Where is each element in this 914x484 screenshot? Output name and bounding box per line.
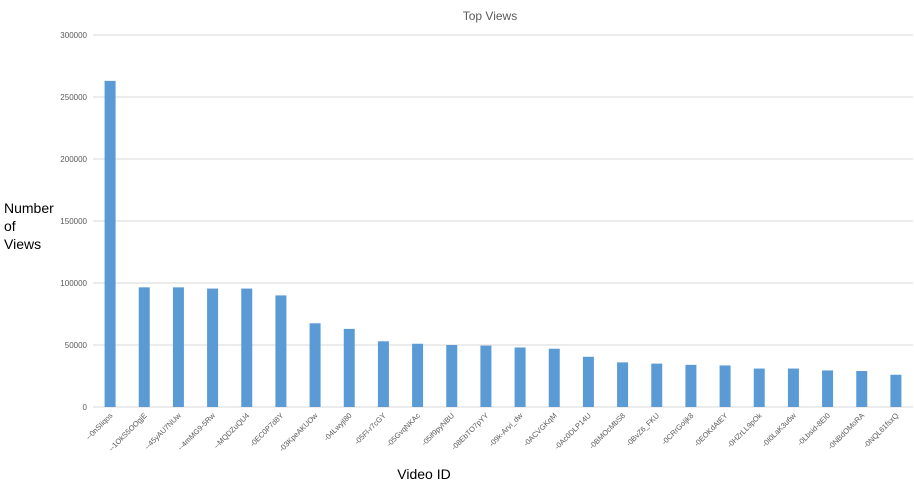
bar (890, 374, 902, 407)
x-tick-label: --MQDZuQU4 (212, 411, 251, 450)
bar (822, 370, 834, 407)
x-tick-label: --0nSIiqos (84, 411, 115, 442)
bar (753, 368, 765, 407)
bar (446, 345, 458, 407)
y-tick-label: 150000 (60, 217, 87, 226)
x-tick-label: -0I0LaK3u6w (760, 411, 798, 449)
y-axis-title-line-2: of (4, 218, 16, 234)
bar (138, 287, 150, 407)
bar (207, 288, 219, 407)
x-tick-label: -05Fl-r7cGY (353, 411, 388, 446)
bar (172, 287, 184, 407)
bar (856, 371, 868, 407)
x-tick-label: -0NQL61fsxQ (862, 411, 901, 450)
x-axis-title: Video ID (397, 466, 450, 482)
y-axis-ticks: 0 50000 100000 150000 200000 250000 300000 (60, 31, 87, 412)
x-tick-label: -0Ac0DLP14U (553, 411, 593, 451)
bar (104, 80, 116, 407)
bar (685, 364, 697, 407)
x-tick-label: -05GvqNKAc (385, 411, 422, 448)
bar (514, 347, 526, 407)
x-tick-label: -04Lwyjl80 (322, 411, 354, 443)
x-tick-label: -0HZrLL9pOk (725, 411, 764, 450)
bar (377, 341, 389, 407)
y-tick-label: 200000 (60, 155, 87, 164)
bar (719, 365, 731, 407)
x-tick-label: -0NBdOMoRA (826, 411, 866, 451)
bar (617, 362, 629, 407)
x-tick-label: -0ACVGKqM (522, 411, 559, 448)
x-tick-label: -0EOKdAtEY (692, 411, 729, 448)
x-tick-label: -0Lbsid-8EI0 (796, 411, 832, 447)
y-axis-title-line-1: Number (4, 200, 54, 216)
x-tick-label: -0CRrGoljk8 (660, 411, 696, 447)
x-tick-label: -05if9pyNBU (420, 411, 456, 447)
bar (582, 356, 594, 407)
bar (480, 345, 492, 407)
bar (412, 343, 424, 407)
y-tick-label: 0 (83, 403, 88, 412)
bar (651, 363, 663, 407)
x-tick-label: -0BMOcMbS8 (587, 411, 627, 451)
bar (548, 348, 560, 407)
y-tick-label: 50000 (65, 341, 88, 350)
x-axis-ticks: --0nSIiqos--1OkS5OOgjE--45yAU7NUw--4mMG9… (84, 411, 900, 454)
chart-title: Top Views (463, 9, 517, 23)
bars (104, 80, 902, 407)
bar (241, 288, 253, 407)
x-tick-label: -0BvZ6_FKU (624, 411, 661, 448)
bar (787, 368, 799, 407)
x-tick-label: -09k-Arvi_dw (487, 411, 525, 449)
bar (309, 323, 321, 407)
gridlines (93, 34, 913, 408)
x-tick-label: -0EC0P7d8Y (248, 411, 285, 448)
y-tick-label: 100000 (60, 279, 87, 288)
bar (275, 295, 287, 407)
bar (343, 328, 355, 407)
y-axis-title-line-3: Views (4, 236, 41, 252)
y-tick-label: 250000 (60, 93, 87, 102)
y-axis-title: Number of Views (4, 200, 54, 252)
y-tick-label: 300000 (60, 31, 87, 40)
